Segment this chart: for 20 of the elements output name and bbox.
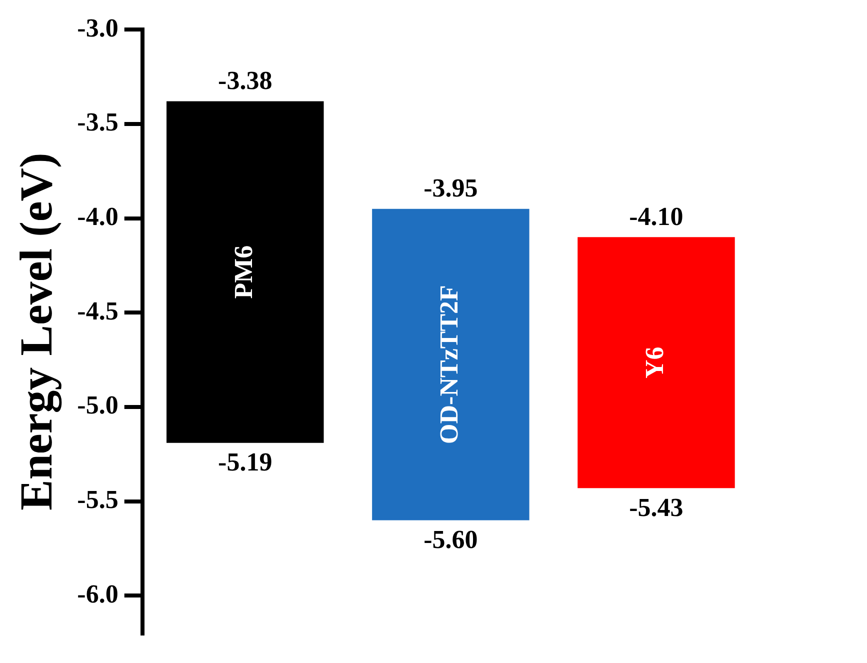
annotation: -5.43 xyxy=(629,492,684,522)
annotation: -4.10 xyxy=(629,202,684,231)
annotation: -5.60 xyxy=(424,524,478,554)
y-tick-label: -3.0 xyxy=(77,13,118,42)
y-tick-label: -6.0 xyxy=(77,579,118,608)
bar xyxy=(166,101,324,443)
x-tick-label: Y6 xyxy=(640,346,669,379)
y-tick-label: -3.5 xyxy=(77,108,118,137)
bar xyxy=(372,208,530,520)
annotation: -3.95 xyxy=(424,174,478,203)
y-tick-label: -4.0 xyxy=(77,202,118,232)
y-tick-label: -5.0 xyxy=(77,390,118,420)
y-tick-label: -4.5 xyxy=(77,296,118,326)
y-tick-label: -5.5 xyxy=(77,485,118,514)
y-axis-title: Energy Level (eV) xyxy=(10,152,62,510)
annotation: -5.19 xyxy=(218,448,272,477)
annotation: -3.38 xyxy=(218,66,272,96)
bar xyxy=(578,237,735,488)
x-tick-label: OD-NTzTT2F xyxy=(434,285,464,444)
x-tick-label: PM6 xyxy=(228,245,258,299)
